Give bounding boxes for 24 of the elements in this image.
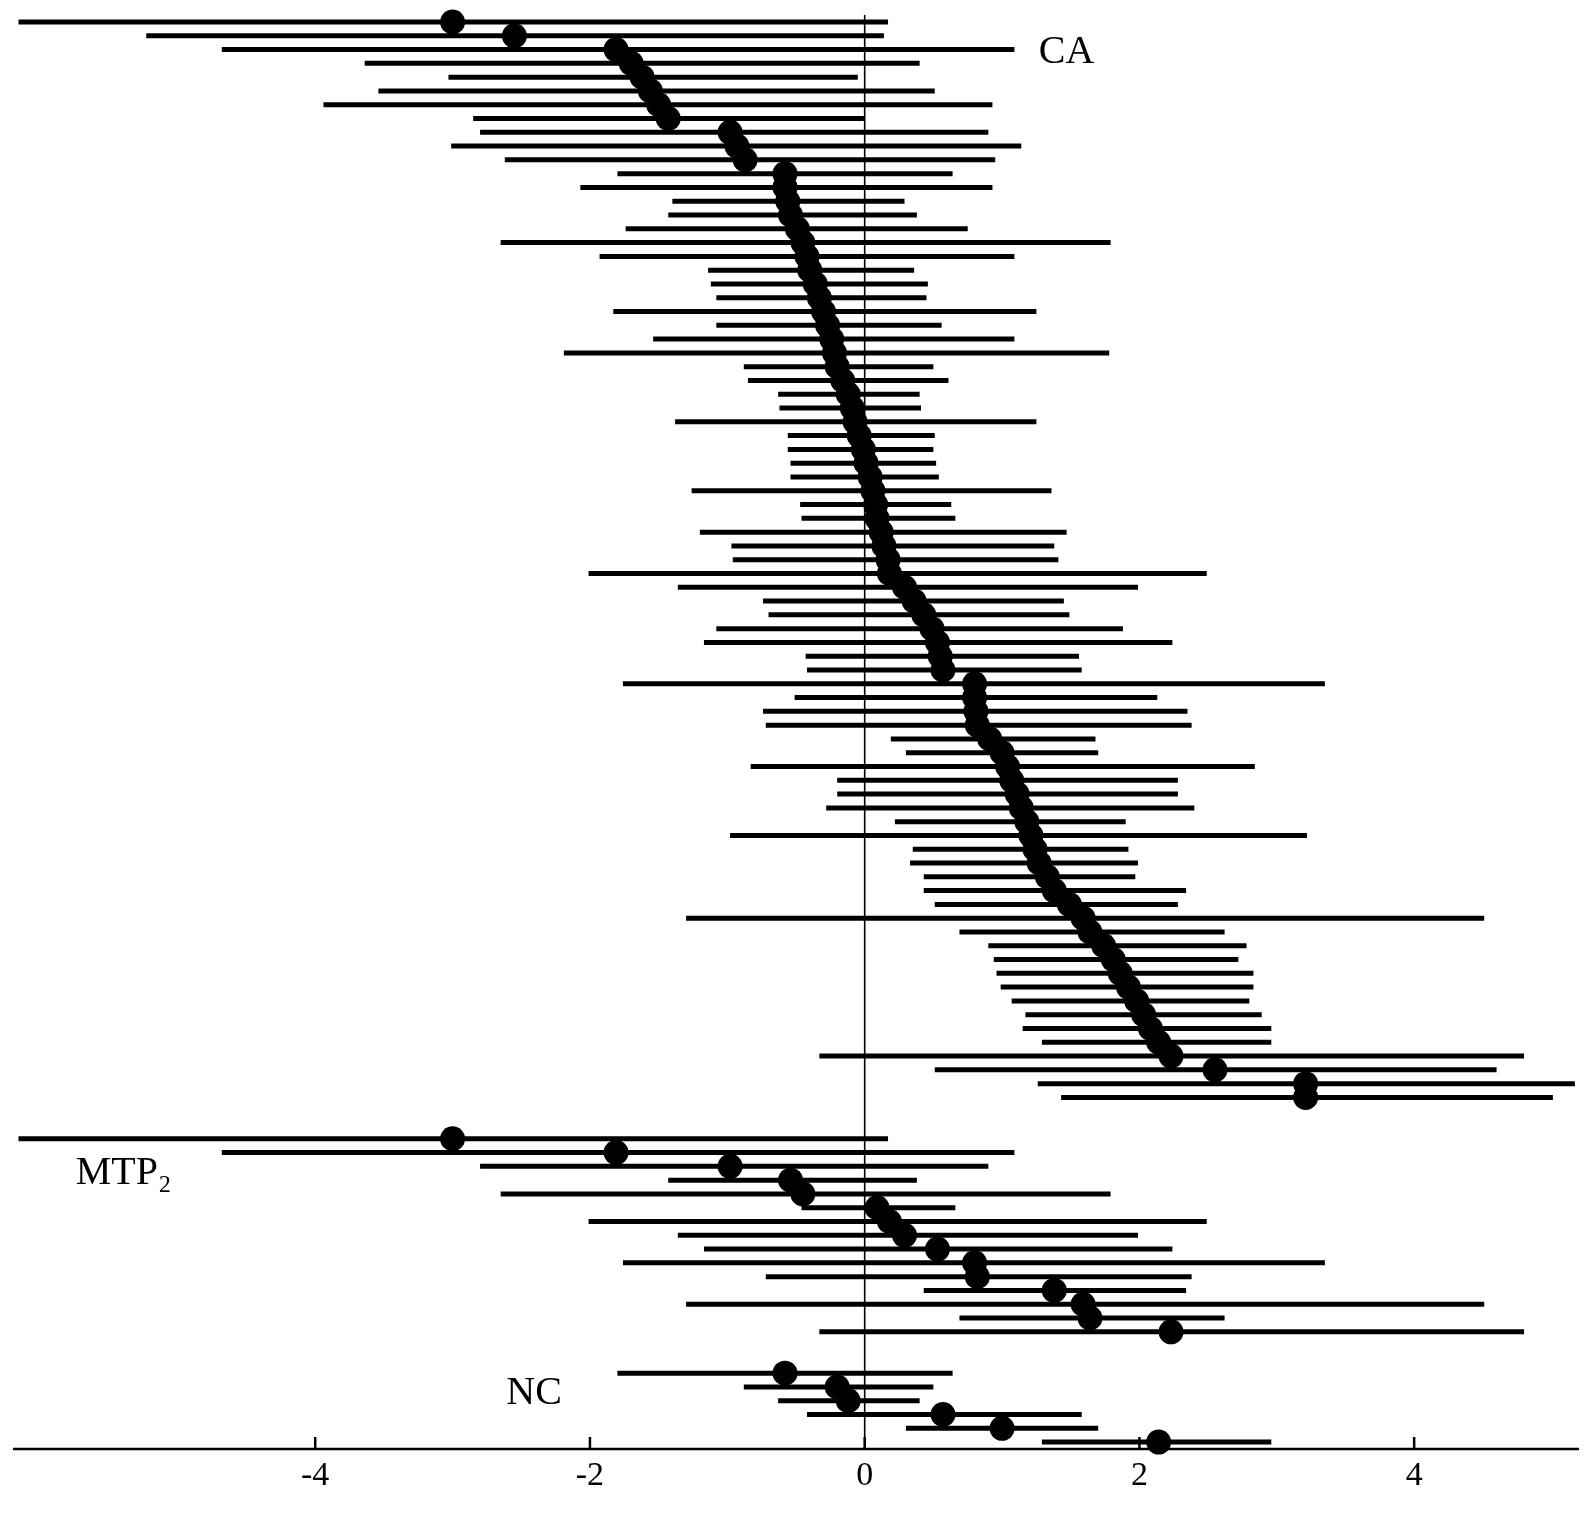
point bbox=[1146, 1429, 1172, 1455]
x-tick-label: 4 bbox=[1405, 1455, 1423, 1492]
point bbox=[924, 1236, 950, 1262]
point bbox=[772, 1360, 798, 1386]
point bbox=[1041, 1277, 1067, 1303]
point bbox=[440, 1126, 466, 1152]
point bbox=[1158, 1319, 1184, 1345]
point bbox=[835, 1388, 861, 1414]
x-tick-label: -4 bbox=[301, 1455, 330, 1492]
point bbox=[790, 1181, 816, 1207]
point bbox=[892, 1222, 918, 1248]
x-tick-label: 2 bbox=[1130, 1455, 1148, 1492]
point bbox=[876, 1209, 902, 1235]
point bbox=[989, 1415, 1015, 1441]
point bbox=[1077, 1305, 1103, 1331]
x-tick-label: -2 bbox=[575, 1455, 605, 1492]
annotation: CA bbox=[1038, 26, 1095, 72]
annotation: NC bbox=[506, 1368, 562, 1414]
annotation: MTP₂ bbox=[75, 1147, 172, 1193]
point bbox=[603, 1140, 629, 1166]
point bbox=[964, 1264, 990, 1290]
point bbox=[717, 1153, 743, 1179]
x-tick-label: 0 bbox=[856, 1455, 874, 1492]
point bbox=[930, 1402, 956, 1428]
